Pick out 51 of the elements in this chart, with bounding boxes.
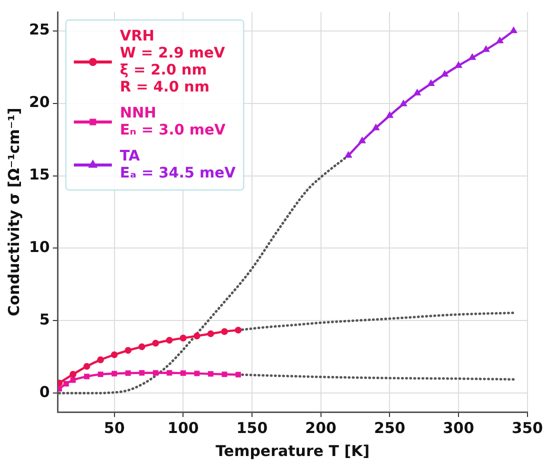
point: [166, 370, 172, 376]
x-axis-title: Temperature T [K]: [216, 442, 370, 460]
point: [236, 372, 241, 378]
point: [63, 381, 69, 386]
point: [70, 377, 76, 383]
legend-label: TA Eₐ = 34.5 meV: [120, 148, 236, 182]
x-tick-label: 250: [374, 418, 406, 437]
y-axis-title: Conductivity σ [Ω⁻¹cm⁻¹]: [4, 108, 23, 316]
point: [400, 100, 407, 106]
point: [208, 371, 214, 377]
point: [70, 370, 76, 378]
y-tick-label: 15: [29, 166, 50, 184]
point: [112, 370, 118, 376]
point: [510, 27, 517, 34]
point: [58, 386, 62, 392]
point: [97, 356, 104, 364]
point: [139, 370, 145, 376]
y-tick-label: 5: [39, 310, 50, 329]
point: [194, 332, 200, 340]
y-tick-label: 10: [29, 238, 50, 256]
legend-label: VRH W = 2.9 meV ξ = 2.0 nm R = 4.0 nm: [120, 28, 226, 96]
point: [455, 62, 462, 68]
y-tick-label: 20: [29, 93, 50, 112]
point: [166, 336, 173, 344]
point: [180, 334, 187, 342]
y-tick-label: 25: [29, 20, 50, 39]
y-tick-label: 0: [39, 383, 50, 402]
point: [428, 80, 434, 86]
x-tick-label: 300: [442, 418, 474, 437]
point: [207, 330, 214, 338]
point: [152, 340, 160, 347]
point: [138, 343, 146, 350]
point: [221, 328, 228, 335]
x-tick-label: 50: [104, 418, 125, 437]
x-tick-label: 100: [168, 418, 199, 437]
x-tick-label: 150: [236, 418, 268, 437]
point: [110, 351, 118, 358]
legend-label: NNH Eₙ = 3.0 meV: [120, 105, 226, 138]
point: [152, 370, 158, 376]
point: [124, 347, 132, 354]
point: [482, 46, 490, 52]
x-tick-label: 200: [305, 418, 336, 437]
point: [180, 370, 186, 376]
point: [84, 374, 90, 380]
x-tick-label: 350: [512, 418, 543, 437]
point: [222, 372, 228, 378]
point: [194, 370, 200, 376]
point: [234, 326, 242, 334]
point: [98, 372, 104, 378]
point: [125, 370, 131, 376]
point: [83, 362, 90, 370]
